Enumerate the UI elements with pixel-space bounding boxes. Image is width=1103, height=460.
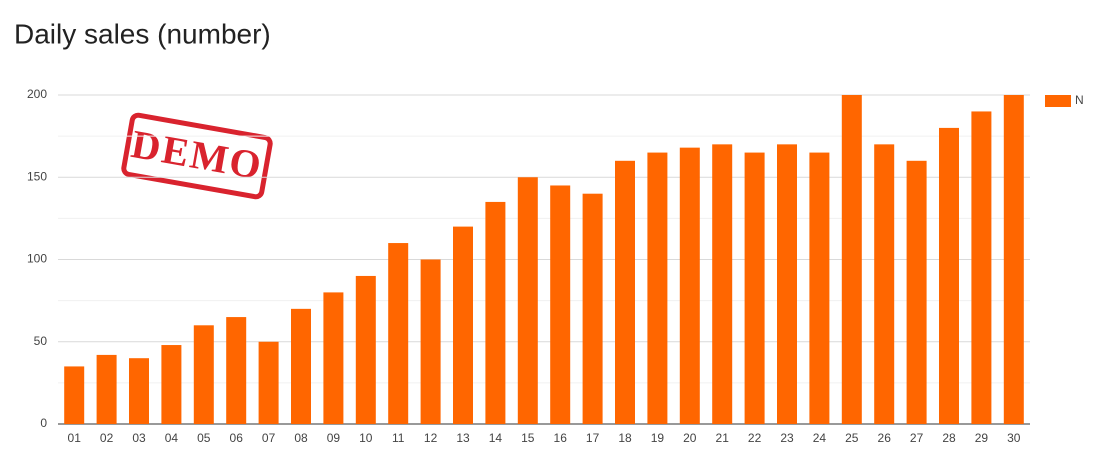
- x-tick-label: 14: [489, 431, 503, 445]
- x-tick-label: 27: [910, 431, 924, 445]
- x-tick-label: 17: [586, 431, 600, 445]
- x-tick-label: 19: [651, 431, 665, 445]
- x-tick-label: 24: [813, 431, 827, 445]
- x-tick-label: 04: [165, 431, 179, 445]
- legend-label: N: [1075, 93, 1084, 107]
- y-tick-label: 150: [27, 169, 47, 183]
- y-tick-label: 50: [34, 334, 48, 348]
- bar: [258, 341, 279, 424]
- bar: [517, 177, 538, 424]
- x-tick-label: 09: [327, 431, 341, 445]
- x-tick-label: 21: [716, 431, 730, 445]
- x-tick-label: 30: [1007, 431, 1021, 445]
- y-tick-label: 0: [40, 416, 47, 430]
- demo-stamp: DEMO: [121, 112, 273, 200]
- bar: [971, 111, 992, 424]
- x-tick-label: 22: [748, 431, 762, 445]
- x-tick-label: 03: [132, 431, 146, 445]
- bar: [226, 317, 247, 424]
- y-tick-label: 100: [27, 252, 47, 266]
- chart-title: Daily sales (number): [14, 18, 271, 49]
- bar: [64, 366, 85, 424]
- x-tick-label: 18: [618, 431, 632, 445]
- x-tick-label: 29: [975, 431, 989, 445]
- bar: [582, 193, 603, 424]
- bar: [906, 160, 927, 425]
- x-tick-label: 07: [262, 431, 276, 445]
- bar: [679, 147, 700, 424]
- bar: [809, 152, 830, 424]
- x-tick-label: 13: [456, 431, 470, 445]
- bar: [712, 144, 733, 424]
- x-tick-label: 26: [878, 431, 892, 445]
- x-tick-label: 15: [521, 431, 535, 445]
- bar: [355, 275, 376, 424]
- x-tick-label: 02: [100, 431, 114, 445]
- x-tick-label: 08: [294, 431, 308, 445]
- x-tick-label: 20: [683, 431, 697, 445]
- bar: [129, 358, 149, 424]
- bar: [615, 160, 635, 425]
- x-tick-label: 10: [359, 431, 373, 445]
- bar: [874, 144, 895, 424]
- x-tick-label: 28: [942, 431, 956, 445]
- bar: [1003, 95, 1024, 424]
- y-tick-label: 200: [27, 87, 47, 101]
- bar: [420, 259, 441, 424]
- x-tick-label: 11: [392, 431, 405, 445]
- x-tick-label: 12: [424, 431, 438, 445]
- bar: [841, 95, 862, 424]
- x-tick-label: 06: [230, 431, 244, 445]
- bar: [161, 345, 182, 424]
- stamp-border: [121, 112, 273, 200]
- bar: [777, 144, 797, 424]
- x-tick-label: 16: [554, 431, 568, 445]
- bar: [485, 201, 506, 424]
- bar: [323, 292, 344, 424]
- bar: [939, 127, 959, 425]
- bar: [193, 325, 214, 424]
- x-tick-label: 23: [780, 431, 794, 445]
- bar: [291, 308, 311, 424]
- bar: [744, 152, 765, 424]
- legend-swatch: [1045, 95, 1071, 107]
- x-tick-label: 01: [68, 431, 82, 445]
- bar: [453, 226, 473, 424]
- x-tick-label: 25: [845, 431, 859, 445]
- bar: [647, 152, 668, 424]
- bar: [550, 185, 571, 424]
- x-tick-label: 05: [197, 431, 211, 445]
- bar: [96, 354, 117, 424]
- bar: [388, 243, 409, 424]
